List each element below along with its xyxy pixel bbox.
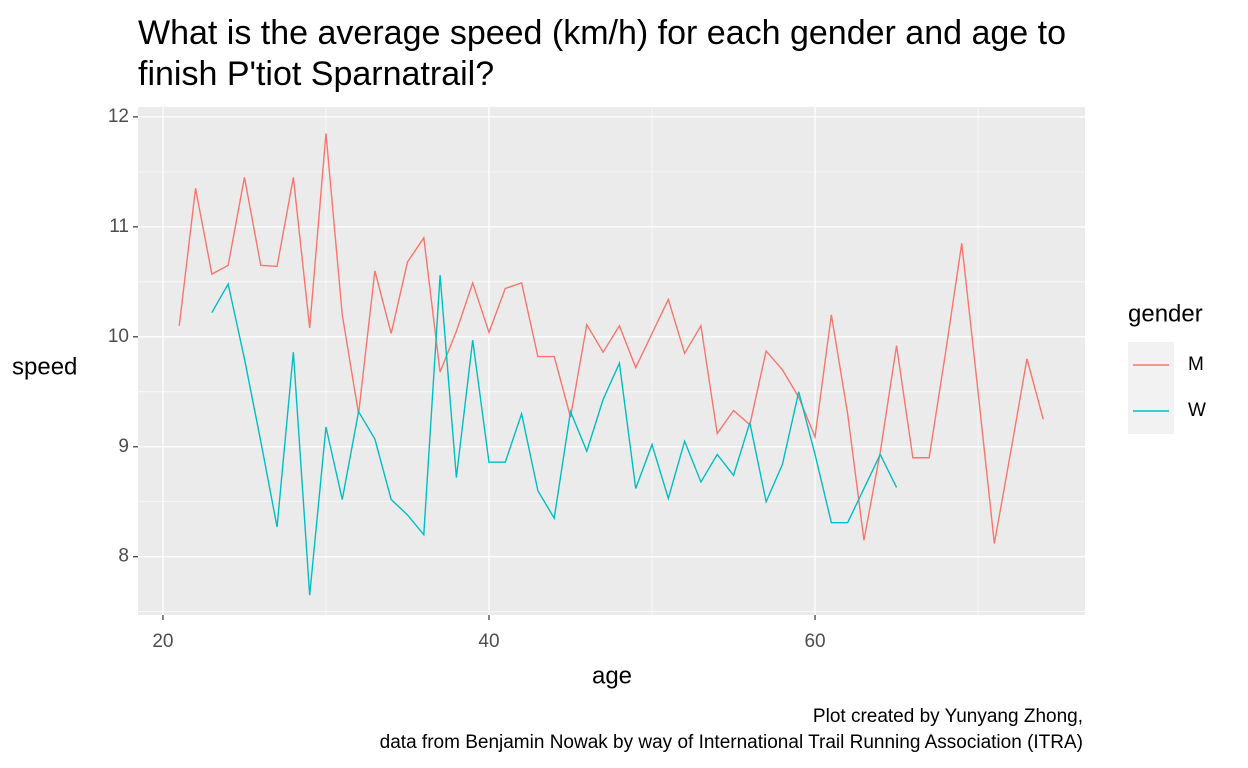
chart-title: finish P'tiot Sparnatrail? (138, 55, 494, 93)
y-tick-label: 11 (109, 216, 129, 237)
y-tick-label: 12 (108, 106, 129, 127)
caption: data from Benjamin Nowak by way of Inter… (380, 732, 1083, 753)
y-tick-label: 10 (108, 326, 129, 347)
y-axis-label: speed (12, 353, 77, 380)
legend-label: W (1188, 400, 1206, 421)
x-tick-label: 20 (152, 631, 173, 652)
y-tick-label: 9 (118, 436, 129, 457)
plot-panel (138, 107, 1085, 615)
x-axis-label: age (592, 662, 632, 689)
line (211, 275, 898, 596)
line (178, 133, 1044, 544)
legend-label: M (1188, 354, 1204, 375)
caption: Plot created by Yunyang Zhong, (813, 706, 1083, 727)
chart-title: What is the average speed (km/h) for eac… (138, 14, 1066, 52)
legend-title: gender (1128, 300, 1203, 327)
x-tick-label: 60 (804, 631, 825, 652)
x-tick-label: 40 (478, 631, 499, 652)
y-tick-label: 8 (118, 546, 129, 567)
